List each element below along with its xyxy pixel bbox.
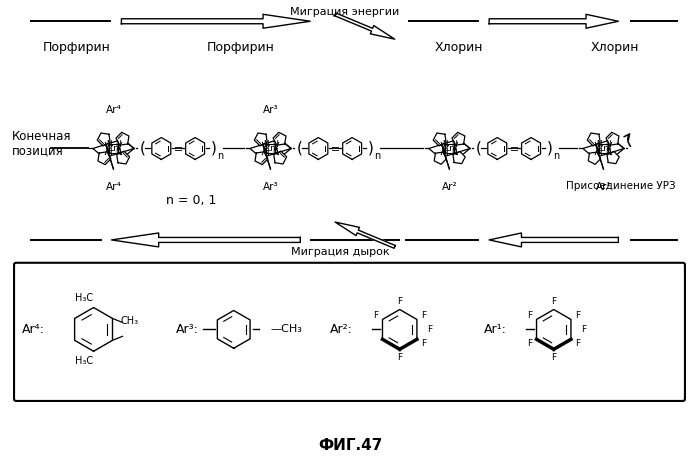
Text: Zn: Zn	[598, 144, 610, 153]
Text: F: F	[397, 353, 402, 361]
Text: F: F	[527, 311, 532, 320]
Text: F: F	[427, 325, 432, 334]
Text: Ar⁴: Ar⁴	[106, 182, 122, 192]
Text: F: F	[397, 297, 402, 306]
Text: N: N	[442, 149, 448, 157]
Text: N: N	[264, 149, 269, 157]
Text: (: (	[475, 141, 482, 156]
Text: Ar³: Ar³	[263, 105, 278, 115]
Text: N: N	[272, 149, 278, 157]
Text: H₃C: H₃C	[75, 292, 93, 303]
Text: F: F	[527, 339, 532, 348]
Text: H₃C: H₃C	[75, 356, 93, 366]
Text: Ar¹: Ar¹	[596, 182, 612, 192]
Text: ): )	[368, 141, 374, 156]
Text: Миграция энергии: Миграция энергии	[290, 7, 400, 17]
Text: Присоединение УРЗ: Присоединение УРЗ	[565, 181, 675, 191]
Polygon shape	[489, 233, 619, 247]
Text: Порфирин: Порфирин	[43, 41, 110, 53]
Text: N: N	[596, 140, 602, 149]
Text: N: N	[451, 149, 456, 157]
FancyBboxPatch shape	[14, 263, 685, 401]
Text: N: N	[605, 149, 611, 157]
Text: Zn: Zn	[264, 144, 276, 153]
Text: ): )	[547, 141, 553, 156]
Polygon shape	[122, 14, 310, 28]
Text: N: N	[596, 149, 602, 157]
Text: F: F	[581, 325, 586, 334]
Polygon shape	[489, 14, 619, 28]
Text: F: F	[575, 339, 580, 348]
Text: Ar³:: Ar³:	[176, 323, 199, 336]
Text: n: n	[374, 151, 380, 161]
Text: (: (	[296, 141, 303, 156]
Text: N: N	[451, 140, 456, 149]
Polygon shape	[335, 13, 395, 39]
Text: Zn: Zn	[443, 144, 455, 153]
Text: Хлорин: Хлорин	[435, 41, 484, 53]
Text: N: N	[115, 149, 121, 157]
Polygon shape	[335, 222, 396, 248]
Text: Ar⁴:: Ar⁴:	[22, 323, 45, 336]
Text: ФИГ.47: ФИГ.47	[318, 438, 382, 453]
Text: (: (	[139, 141, 145, 156]
Text: F: F	[575, 311, 580, 320]
Text: Порфирин: Порфирин	[207, 41, 275, 53]
Text: Миграция дырок: Миграция дырок	[291, 247, 389, 257]
Text: CH₃: CH₃	[120, 316, 138, 326]
Text: N: N	[442, 140, 448, 149]
Text: F: F	[421, 339, 426, 348]
Text: F: F	[373, 311, 378, 320]
Text: N: N	[106, 149, 112, 157]
Text: Ar²:: Ar²:	[330, 323, 353, 336]
Text: F: F	[552, 353, 556, 361]
Text: Ar²: Ar²	[442, 182, 457, 192]
Text: N: N	[605, 140, 611, 149]
Text: Конечная
позиция: Конечная позиция	[12, 129, 71, 158]
Text: N: N	[264, 140, 269, 149]
Text: F: F	[421, 311, 426, 320]
Text: N: N	[115, 140, 121, 149]
Text: n = 0, 1: n = 0, 1	[166, 194, 216, 207]
Text: n: n	[217, 151, 223, 161]
Text: Ar³: Ar³	[263, 182, 278, 192]
Text: Ar⁴: Ar⁴	[106, 105, 122, 115]
Text: Хлорин: Хлорин	[591, 41, 640, 53]
Text: Ar¹:: Ar¹:	[484, 323, 507, 336]
Text: —CH₃: —CH₃	[271, 324, 303, 335]
Text: N: N	[106, 140, 112, 149]
Text: F: F	[552, 297, 556, 306]
Text: Zn: Zn	[108, 144, 120, 153]
Text: n: n	[553, 151, 559, 161]
Text: N: N	[272, 140, 278, 149]
Text: ): )	[211, 141, 217, 156]
Polygon shape	[111, 233, 301, 247]
